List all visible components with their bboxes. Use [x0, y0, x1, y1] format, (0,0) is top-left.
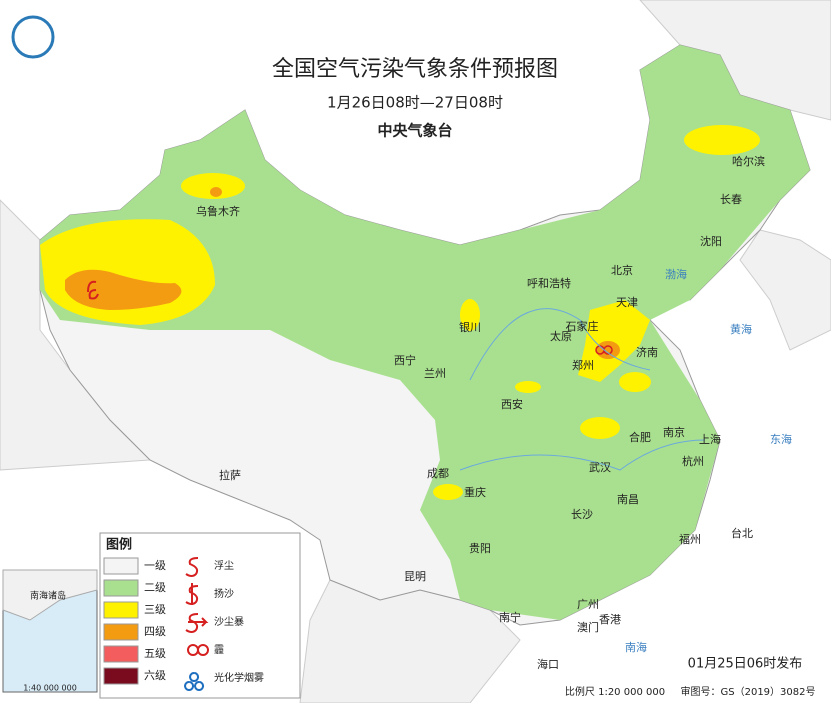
- sea-label: 渤海: [665, 267, 687, 281]
- city-label: 香港: [599, 613, 621, 626]
- issued: 01月25日06时发布: [688, 656, 803, 672]
- legend-swatch: [103, 557, 139, 575]
- legend-title: 图例: [106, 537, 132, 553]
- dust-symbol: [87, 280, 99, 300]
- sea-label: 黄海: [730, 322, 752, 336]
- level-3-area: [580, 417, 620, 439]
- subtitle: 1月26日08时—27日08时: [327, 94, 503, 112]
- legend-level: 五级: [144, 647, 166, 660]
- agency: 中央气象台: [377, 122, 452, 140]
- city-label: 济南: [636, 345, 658, 359]
- city-label: 南昌: [617, 493, 639, 506]
- city-label: 银川: [459, 320, 481, 334]
- city-label: 杭州: [682, 454, 704, 468]
- legend-symbol-label: 沙尘暴: [214, 616, 244, 628]
- legend-level: 六级: [144, 669, 166, 682]
- city-label: 兰州: [424, 367, 446, 380]
- sea-label: 东海: [770, 432, 792, 446]
- title: 全国空气污染气象条件预报图: [272, 57, 558, 82]
- city-label: 郑州: [572, 358, 594, 372]
- city-label: 上海: [699, 432, 721, 446]
- logo: [11, 15, 55, 59]
- legend-symbol-label: 霾: [214, 644, 224, 656]
- level-3-area: [460, 299, 480, 331]
- level-4-area: [210, 187, 222, 197]
- city-label: 贵阳: [469, 542, 491, 555]
- legend-symbol: [184, 672, 205, 691]
- city-label: 石家庄: [566, 319, 599, 333]
- city-label: 海口: [537, 657, 559, 671]
- city-label: 呼和浩特: [527, 276, 571, 290]
- legend-symbol: [185, 557, 199, 577]
- city-label: 长沙: [571, 508, 593, 521]
- city-label: 福州: [679, 532, 701, 546]
- scale: 比例尺 1:20 000 000: [565, 685, 665, 698]
- city-label: 武汉: [589, 461, 611, 474]
- city-label: 拉萨: [219, 468, 241, 482]
- city-label: 沈阳: [700, 234, 722, 248]
- legend-swatch: [103, 579, 139, 597]
- city-label: 哈尔滨: [732, 154, 765, 168]
- city-label: 乌鲁木齐: [196, 204, 240, 218]
- legend-level: 四级: [144, 625, 166, 638]
- level-3-area: [578, 300, 650, 382]
- level-4-area: [65, 269, 182, 310]
- legend-swatch: [103, 645, 139, 663]
- city-label: 重庆: [464, 485, 486, 499]
- river: [459, 308, 706, 471]
- legend-swatch: [103, 623, 139, 641]
- inset-label: 南海诸岛: [30, 590, 66, 602]
- city-label: 长春: [720, 193, 742, 206]
- legend-level: 三级: [144, 603, 166, 616]
- inset-scale: 1:40 000 000: [23, 684, 77, 693]
- level-3-area: [181, 173, 245, 199]
- review-number: 审图号：GS（2019）3082号: [681, 685, 816, 698]
- legend-symbol-label: 浮尘: [214, 560, 234, 572]
- city-label: 北京: [611, 263, 633, 277]
- city-label: 南京: [663, 425, 685, 439]
- city-label: 昆明: [404, 570, 426, 583]
- city-label: 天津: [616, 296, 638, 309]
- legend-symbol: [187, 644, 210, 656]
- city-label: 成都: [427, 467, 449, 480]
- legend-swatch: [103, 667, 139, 685]
- inset-land: [2, 569, 98, 621]
- legend-level: 一级: [144, 559, 166, 572]
- level-4-area: [596, 341, 620, 359]
- city-label: 西安: [501, 397, 523, 411]
- level-3-area: [684, 125, 760, 155]
- sea-label: 南海: [625, 640, 647, 654]
- city-label: 广州: [577, 598, 599, 611]
- legend-symbol-label: 扬沙: [214, 587, 234, 600]
- legend-swatch: [103, 601, 139, 619]
- city-label: 澳门: [577, 620, 599, 634]
- legend-symbol: [185, 613, 209, 633]
- city-label: 台北: [731, 526, 753, 540]
- level-3-area: [619, 372, 651, 392]
- level-3-area: [433, 484, 463, 500]
- legend-symbol-label: 光化学烟雾: [214, 671, 264, 684]
- city-label: 太原: [550, 330, 572, 343]
- city-label: 西宁: [394, 353, 416, 367]
- city-label: 合肥: [629, 430, 651, 444]
- legend-level: 二级: [144, 581, 166, 594]
- level-3-area: [515, 381, 541, 393]
- city-label: 南宁: [499, 610, 521, 624]
- legend-symbol: [185, 583, 199, 605]
